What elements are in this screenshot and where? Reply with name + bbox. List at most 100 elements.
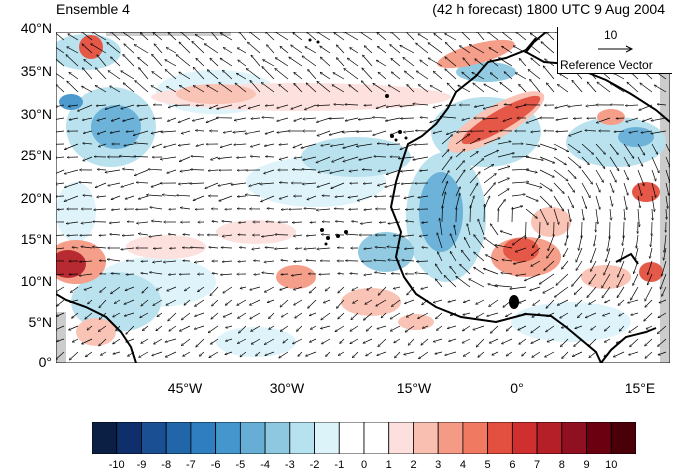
wind-vector xyxy=(366,351,373,356)
wind-vector xyxy=(275,58,289,67)
colorbar-tick-label: 7 xyxy=(534,459,541,471)
wind-vector xyxy=(251,118,261,119)
wind-vector xyxy=(504,104,513,105)
wind-vector xyxy=(403,57,415,67)
wind-vector xyxy=(556,117,569,120)
wind-vector xyxy=(81,222,93,223)
wind-vector xyxy=(377,32,387,41)
wind-vector xyxy=(113,312,121,317)
wind-vector xyxy=(321,312,331,320)
wind-vector xyxy=(637,208,639,227)
wind-vector xyxy=(604,351,611,357)
wind-vector xyxy=(291,104,303,109)
wind-vector xyxy=(363,338,373,343)
wind-vector xyxy=(56,286,65,292)
wind-vector xyxy=(390,312,401,319)
wind-vector xyxy=(138,57,149,67)
wind-vector xyxy=(515,247,527,252)
wind-vector xyxy=(416,71,429,80)
wind-vector xyxy=(610,83,625,93)
wind-vector xyxy=(487,312,499,316)
wind-vector xyxy=(56,117,65,120)
wind-vector xyxy=(265,351,275,355)
wind-vector xyxy=(513,260,527,264)
wind-vector xyxy=(138,234,149,236)
wind-vector xyxy=(553,195,564,211)
wind-vector xyxy=(245,195,261,197)
wind-vector xyxy=(606,247,611,262)
wind-vector xyxy=(329,130,345,135)
wind-vector xyxy=(156,325,163,331)
wind-vector xyxy=(217,104,233,109)
wind-vector xyxy=(267,299,275,303)
wind-vector xyxy=(436,312,443,319)
wind-vector xyxy=(330,143,345,146)
colorbar-tick-label: -5 xyxy=(235,459,246,471)
wind-vector xyxy=(97,55,107,67)
wind-vector xyxy=(100,351,107,355)
wind-vector xyxy=(560,74,569,80)
wind-vector xyxy=(609,169,616,182)
wind-vector xyxy=(441,171,449,184)
wind-vector xyxy=(331,182,345,189)
wind-vector xyxy=(422,325,429,328)
wind-vector xyxy=(405,299,415,304)
wind-vector xyxy=(367,286,373,290)
wind-vector xyxy=(330,169,345,173)
wind-vector xyxy=(386,104,401,107)
wind-vector xyxy=(548,234,555,251)
colorbar-tick-label: -1 xyxy=(334,459,345,471)
wind-vector xyxy=(489,338,499,343)
wind-vector xyxy=(458,85,471,93)
wind-vector xyxy=(264,261,275,262)
wind-vector xyxy=(404,71,415,80)
wind-vector xyxy=(66,55,79,67)
wind-vector xyxy=(306,260,317,261)
wind-vector xyxy=(463,312,471,315)
wind-vector xyxy=(181,312,191,320)
colorbar-tick-label: 0 xyxy=(360,459,368,471)
wind-vector xyxy=(511,157,529,158)
wind-vector xyxy=(110,234,121,235)
y-tick-40n: 40°N xyxy=(20,20,52,36)
wind-vector xyxy=(240,351,247,357)
wind-vector xyxy=(301,143,317,148)
wind-vector xyxy=(420,170,429,171)
wind-vector xyxy=(95,68,107,80)
wind-vector xyxy=(261,195,275,202)
wind-vector xyxy=(474,104,485,107)
wind-vector xyxy=(57,209,65,210)
wind-vector xyxy=(388,260,401,261)
wind-vector xyxy=(149,234,163,237)
wind-vector xyxy=(469,151,478,158)
wind-vector xyxy=(658,312,667,318)
wind-vector xyxy=(249,299,261,305)
wind-vector xyxy=(161,131,177,132)
wind-vector xyxy=(469,279,485,288)
y-tick-15n: 15°N xyxy=(20,231,52,247)
wind-vector xyxy=(595,195,600,210)
wind-vector xyxy=(664,247,667,260)
wind-vector xyxy=(110,32,121,41)
wind-vector xyxy=(502,46,513,54)
wind-vector xyxy=(616,338,625,343)
wind-vector xyxy=(250,80,261,93)
wind-vector xyxy=(293,286,303,290)
wind-vector xyxy=(525,208,537,218)
wind-vector xyxy=(565,234,569,246)
wind-vector xyxy=(205,182,219,188)
wind-vector xyxy=(251,325,261,331)
wind-vector xyxy=(623,143,634,158)
wind-vector xyxy=(522,351,527,356)
wind-vector xyxy=(441,135,453,145)
wind-vector xyxy=(64,143,79,150)
wind-vector xyxy=(100,286,107,292)
wind-vector xyxy=(247,42,261,54)
wind-vector xyxy=(576,247,583,262)
wind-vector xyxy=(629,325,639,333)
wind-vector xyxy=(450,251,457,262)
wind-vector xyxy=(618,260,625,277)
wind-vector xyxy=(64,182,79,187)
wind-vector xyxy=(223,286,233,293)
wind-vector xyxy=(183,351,191,356)
